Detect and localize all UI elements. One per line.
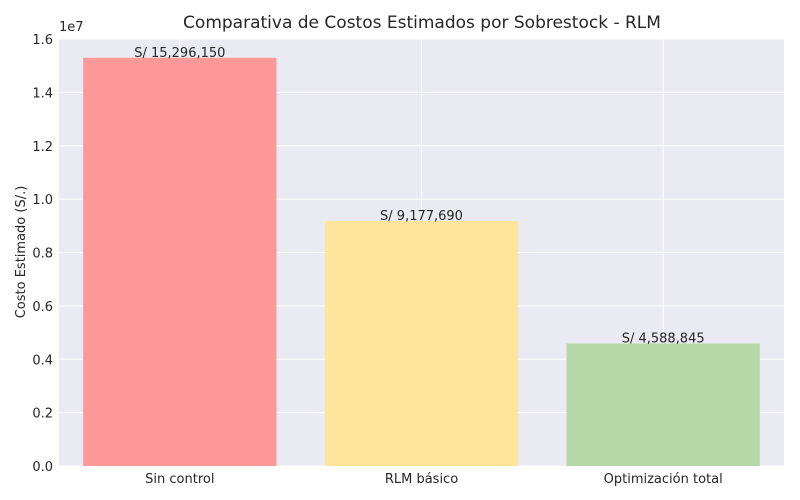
bar-value-labels: S/ 15,296,150 S/ 9,177,690 S/ 4,588,845 [134, 46, 704, 347]
y-tick-label: 1.4 [32, 86, 53, 101]
y-tick-label: 1.0 [32, 193, 53, 208]
y-tick-label: 0.6 [32, 300, 53, 315]
y-offset-label: 1e7 [59, 20, 84, 35]
y-tick-label: 1.6 [32, 33, 53, 48]
bar [83, 57, 277, 466]
bar-value-label: S/ 4,588,845 [622, 332, 705, 347]
bar-value-label: S/ 9,177,690 [380, 209, 463, 224]
y-tick-label: 0.0 [32, 460, 53, 475]
y-tick-label: 0.2 [32, 407, 53, 422]
y-axis-label: Costo Estimado (S/.) [14, 186, 29, 319]
bar-value-label: S/ 15,296,150 [134, 46, 225, 61]
chart-title: Comparativa de Costos Estimados por Sobr… [183, 13, 661, 33]
bars [83, 57, 760, 466]
y-tick-labels: 0.0 0.2 0.4 0.6 0.8 1.0 1.2 1.4 1.6 [32, 33, 53, 475]
bar [566, 343, 760, 466]
x-tick-labels: Sin control RLM básico Optimización total [145, 472, 723, 487]
x-tick-label: RLM básico [385, 472, 458, 487]
y-tick-label: 1.2 [32, 140, 53, 155]
y-tick-label: 0.4 [32, 353, 53, 368]
x-tick-label: Optimización total [604, 472, 723, 487]
x-tick-label: Sin control [145, 472, 214, 487]
bar [324, 221, 519, 466]
y-tick-label: 0.8 [32, 247, 53, 262]
